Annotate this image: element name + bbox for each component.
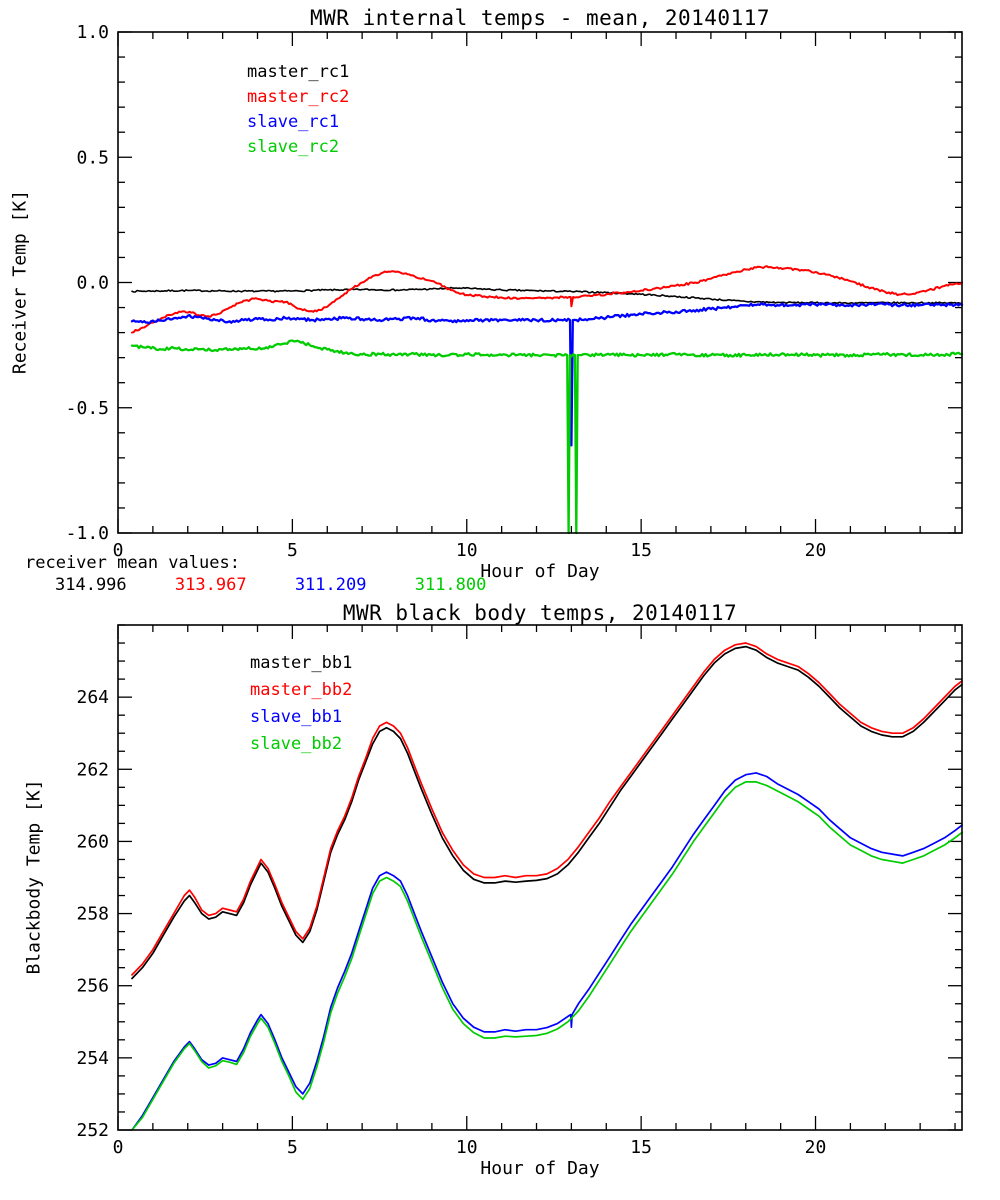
mean-value-slave-rc2: 311.800 bbox=[414, 575, 487, 595]
series-master_bb1 bbox=[131, 645, 963, 980]
y-tick-label: 252 bbox=[76, 1120, 109, 1141]
series-slave_rc1 bbox=[130, 301, 964, 447]
y-tick-label: 1.0 bbox=[76, 22, 109, 43]
legend-item-master_bb1: master_bb1 bbox=[250, 653, 353, 673]
y-tick-label: 0.5 bbox=[76, 147, 109, 168]
mean-value-master-rc2: 313.967 bbox=[174, 575, 247, 595]
legend-item-master_rc1: master_rc1 bbox=[247, 62, 350, 82]
top-y-axis-label: Receiver Temp [K] bbox=[9, 189, 31, 375]
legend-item-slave_rc2: slave_rc2 bbox=[247, 137, 340, 157]
y-tick-label: 262 bbox=[76, 759, 109, 780]
y-tick-label: 264 bbox=[76, 687, 109, 708]
legend-item-slave_bb1: slave_bb1 bbox=[250, 707, 343, 727]
y-tick-label: 260 bbox=[76, 831, 109, 852]
bottom-x-axis-label: Hour of Day bbox=[480, 1158, 600, 1179]
y-tick-label: -1.0 bbox=[66, 523, 109, 544]
bottom-chart-title: MWR black body temps, 20140117 bbox=[342, 601, 738, 625]
x-tick-label: 5 bbox=[287, 540, 298, 561]
top-chart-legend: master_rc1 master_rc2 slave_rc1 slave_rc… bbox=[247, 60, 349, 160]
series-slave_bb2 bbox=[131, 781, 963, 1131]
receiver-axes-frame bbox=[117, 31, 963, 534]
mean-value-slave-rc1: 311.209 bbox=[294, 575, 367, 595]
y-tick-label: 256 bbox=[76, 976, 109, 997]
bottom-y-axis-label: Blackbody Temp [K] bbox=[23, 779, 45, 975]
legend-item-master_bb2: master_bb2 bbox=[250, 680, 353, 700]
legend-item-slave_rc1: slave_rc1 bbox=[247, 112, 340, 132]
x-tick-label: 0 bbox=[113, 540, 124, 561]
series-master_rc1 bbox=[131, 286, 963, 305]
bottom-chart-legend: master_bb1 master_bb2 slave_bb1 slave_bb… bbox=[250, 650, 352, 758]
series-master_bb2 bbox=[131, 642, 963, 976]
blackbody-axes-frame bbox=[117, 624, 963, 1131]
x-tick-label: 5 bbox=[287, 1137, 298, 1158]
x-tick-label: 20 bbox=[805, 540, 827, 561]
series-master_rc2 bbox=[131, 265, 963, 334]
y-tick-label: 258 bbox=[76, 904, 109, 925]
series-slave_rc2 bbox=[130, 339, 964, 535]
x-tick-label: 15 bbox=[630, 1137, 652, 1158]
mean-values-caption: receiver mean values: bbox=[25, 553, 240, 573]
mean-value-master-rc1: 314.996 bbox=[55, 575, 127, 595]
series-slave_bb1 bbox=[131, 772, 963, 1131]
y-tick-label: 0.0 bbox=[76, 273, 109, 294]
x-tick-label: 0 bbox=[113, 1137, 124, 1158]
y-tick-label: 254 bbox=[76, 1048, 109, 1069]
x-tick-label: 10 bbox=[456, 540, 478, 561]
top-chart-title: MWR internal temps - mean, 20140117 bbox=[309, 6, 771, 30]
x-tick-label: 15 bbox=[630, 540, 652, 561]
x-tick-label: 20 bbox=[805, 1137, 827, 1158]
top-x-axis-label: Hour of Day bbox=[480, 561, 600, 582]
legend-item-master_rc2: master_rc2 bbox=[247, 87, 350, 107]
legend-item-slave_bb2: slave_bb2 bbox=[250, 734, 343, 754]
mean-values-row: 314.996 313.967 311.209 311.800 bbox=[55, 575, 524, 595]
y-tick-label: -0.5 bbox=[66, 398, 109, 419]
x-tick-label: 10 bbox=[456, 1137, 478, 1158]
